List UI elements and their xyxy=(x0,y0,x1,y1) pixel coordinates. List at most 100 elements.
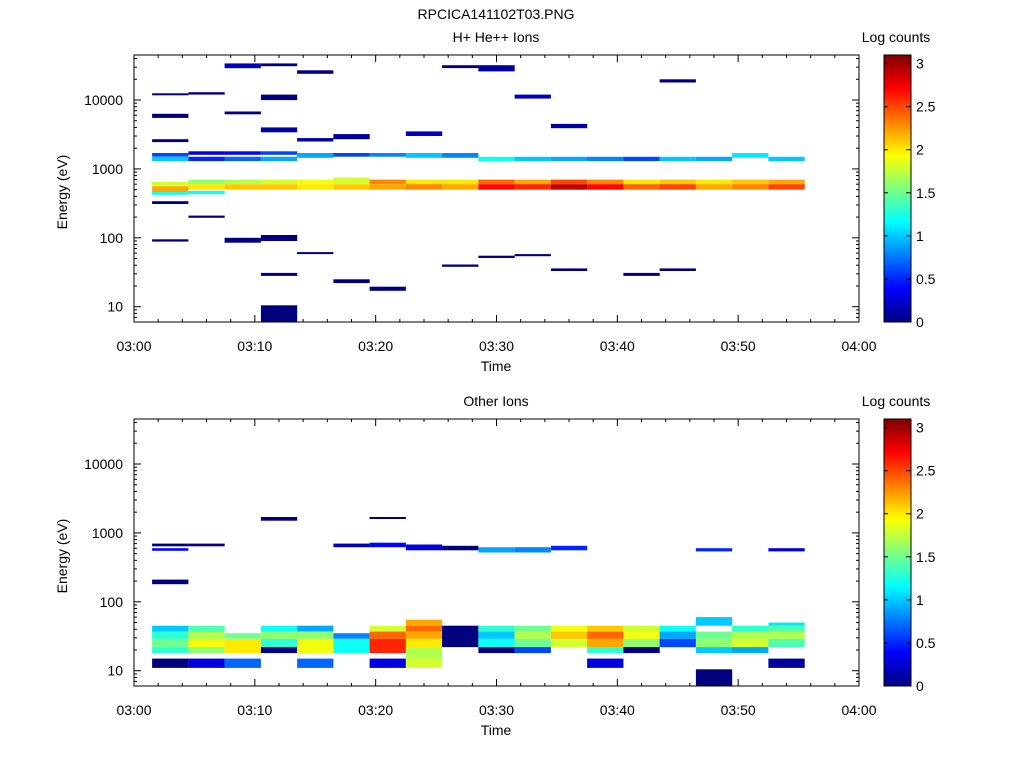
x-tick-label: 03:10 xyxy=(237,702,272,718)
heatmap-cell xyxy=(768,658,805,668)
x-tick-label: 03:30 xyxy=(479,338,514,354)
colorbar-label: Log counts xyxy=(862,393,931,409)
heatmap-cell xyxy=(659,625,696,632)
heatmap-cell xyxy=(587,658,624,668)
heatmap-cell xyxy=(514,631,551,639)
heatmap-cell xyxy=(188,92,225,95)
heatmap-cell xyxy=(260,63,298,67)
heatmap-cell xyxy=(152,631,189,639)
heatmap-cell xyxy=(478,547,515,553)
heatmap-cell xyxy=(550,123,588,129)
heatmap-cell xyxy=(768,184,805,190)
heatmap-cell xyxy=(478,631,515,639)
heatmap-cell xyxy=(550,184,588,190)
heatmap-cell xyxy=(623,179,660,185)
heatmap-cell xyxy=(514,647,551,654)
y-tick-label: 1000 xyxy=(92,161,123,177)
heatmap-cell xyxy=(152,625,189,632)
heatmap-cell xyxy=(550,179,588,185)
colorbar-tick-label: 1 xyxy=(916,592,924,608)
heatmap-cell xyxy=(369,542,406,548)
x-tick-label: 04:00 xyxy=(841,338,876,354)
heatmap-cell xyxy=(152,156,189,162)
heatmap-cell xyxy=(152,239,189,242)
heatmap-cell xyxy=(478,255,515,258)
heatmap-cell xyxy=(623,647,660,654)
x-tick-label: 03:40 xyxy=(600,702,635,718)
panel-title: H+ He++ Ions xyxy=(453,29,540,45)
colorbar-tick-label: 1 xyxy=(916,228,924,244)
heatmap-cell xyxy=(623,272,660,276)
heatmap-cell xyxy=(333,134,370,140)
heatmap-cell xyxy=(659,631,696,639)
heatmap-cell xyxy=(297,658,334,668)
heatmap-cell xyxy=(333,153,370,157)
x-tick-label: 03:20 xyxy=(358,702,393,718)
heatmap-cell xyxy=(369,179,406,185)
x-tick-label: 03:50 xyxy=(721,702,756,718)
y-tick-label: 10000 xyxy=(84,456,123,472)
heatmap-cell xyxy=(514,638,551,648)
heatmap-cell xyxy=(405,131,443,136)
heatmap-cell xyxy=(333,184,370,190)
heatmap-cell xyxy=(695,638,733,648)
heatmap-cell xyxy=(695,631,733,639)
y-tick-label: 10 xyxy=(107,663,123,679)
heatmap-cell xyxy=(152,543,189,547)
figure-title: RPCICA141102T03.PNG xyxy=(418,6,575,22)
heatmap-cell xyxy=(152,186,189,193)
heatmap-cell xyxy=(768,548,805,552)
heatmap-cell xyxy=(152,658,189,668)
colorbar-tick-label: 0 xyxy=(916,314,924,330)
colorbar-tick-label: 3 xyxy=(916,56,924,72)
heatmap-cell xyxy=(188,658,225,668)
heatmap-cell xyxy=(297,70,334,74)
panel-h-he-ions: H+ He++ Ions Log counts Energy (eV) Time… xyxy=(54,29,936,374)
heatmap-cell xyxy=(188,543,225,547)
heatmap-cell xyxy=(224,63,261,69)
heatmap-cell xyxy=(695,548,733,552)
heatmap-cell xyxy=(695,156,733,162)
heatmap-cell xyxy=(732,153,769,158)
colorbar-tick-label: 2 xyxy=(916,142,924,158)
heatmap-cell xyxy=(224,111,261,115)
heatmap-cell xyxy=(732,184,769,190)
x-tick-label: 03:50 xyxy=(721,338,756,354)
heatmap-cell xyxy=(768,179,805,185)
heatmap-cell xyxy=(369,625,406,632)
heatmap-cell xyxy=(260,631,298,639)
heatmap-cell xyxy=(152,647,189,654)
heatmap-cell xyxy=(768,625,805,632)
colorbar-tick-label: 3 xyxy=(916,420,924,436)
colorbar: 0 0.5 1 1.5 2 2.5 3 xyxy=(883,54,936,330)
heatmap-cell xyxy=(550,638,588,648)
heatmap-cell xyxy=(514,94,551,99)
heatmap-cell xyxy=(442,545,479,551)
heatmap-cell xyxy=(442,184,479,190)
heatmap-cell xyxy=(442,65,479,69)
colorbar-tick-label: 2.5 xyxy=(916,99,936,115)
heatmap-cell xyxy=(732,631,769,639)
heatmap-cell xyxy=(405,638,443,648)
heatmap-cell xyxy=(478,647,515,654)
heatmap-cell xyxy=(188,625,225,632)
x-tick-label: 03:30 xyxy=(479,702,514,718)
heatmap-cell xyxy=(623,184,660,190)
heatmap-cell xyxy=(442,625,479,648)
heatmap-cells xyxy=(152,63,805,322)
colorbar-gradient xyxy=(883,418,912,687)
y-axis-label: Energy (eV) xyxy=(54,519,70,594)
heatmap-cell xyxy=(768,638,805,648)
heatmap-cell xyxy=(405,153,443,158)
y-axis-label: Energy (eV) xyxy=(54,155,70,230)
heatmap-cell xyxy=(188,184,225,190)
heatmap-cell xyxy=(442,179,479,185)
heatmap-cell xyxy=(659,638,696,648)
colorbar-tick-label: 1.5 xyxy=(916,549,936,565)
heatmap-cell xyxy=(260,638,298,648)
heatmap-cell xyxy=(587,631,624,639)
heatmap-cell xyxy=(297,179,334,185)
heatmap-cell xyxy=(623,156,660,162)
heatmap-cell xyxy=(623,638,660,648)
